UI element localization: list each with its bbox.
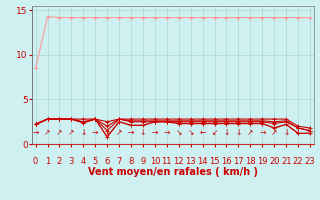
Text: ↗: ↗ xyxy=(44,128,51,137)
Text: ↘: ↘ xyxy=(176,128,182,137)
Text: ↗: ↗ xyxy=(271,128,277,137)
Text: ↓: ↓ xyxy=(307,128,313,137)
Text: ↗: ↗ xyxy=(247,128,253,137)
Text: ↓: ↓ xyxy=(223,128,230,137)
Text: ↗: ↗ xyxy=(116,128,122,137)
Text: ↓: ↓ xyxy=(80,128,86,137)
X-axis label: Vent moyen/en rafales ( km/h ): Vent moyen/en rafales ( km/h ) xyxy=(88,167,258,177)
Text: ↗: ↗ xyxy=(56,128,63,137)
Text: ←: ← xyxy=(199,128,206,137)
Text: ↙: ↙ xyxy=(212,128,218,137)
Text: ↓: ↓ xyxy=(283,128,289,137)
Text: →: → xyxy=(32,128,39,137)
Text: ↓: ↓ xyxy=(140,128,146,137)
Text: ↓: ↓ xyxy=(235,128,242,137)
Text: ↓: ↓ xyxy=(295,128,301,137)
Text: ↘: ↘ xyxy=(188,128,194,137)
Text: →: → xyxy=(92,128,99,137)
Text: →: → xyxy=(164,128,170,137)
Text: →: → xyxy=(259,128,266,137)
Text: →: → xyxy=(152,128,158,137)
Text: ↓: ↓ xyxy=(104,128,110,137)
Text: →: → xyxy=(128,128,134,137)
Text: ↗: ↗ xyxy=(68,128,75,137)
